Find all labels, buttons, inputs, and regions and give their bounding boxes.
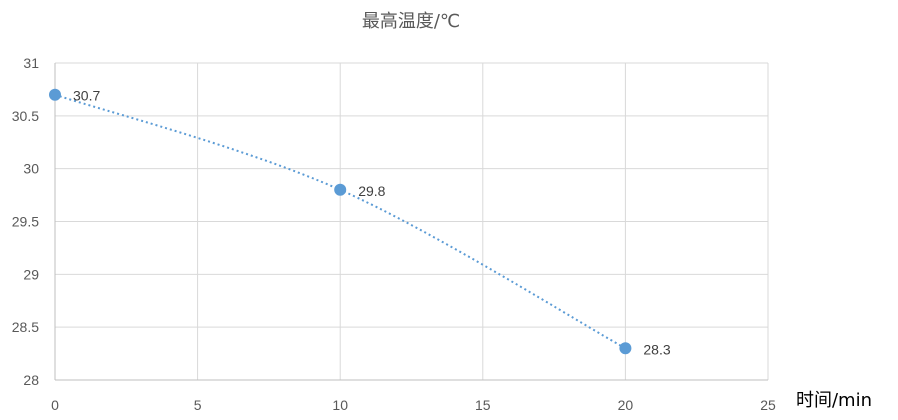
x-tick-labels: 0 5 10 15 20 25 [51, 397, 776, 413]
data-point [619, 342, 632, 355]
axes [54, 63, 768, 381]
y-tick-label: 30 [23, 161, 39, 177]
y-tick-labels: 28 28.5 29 29.5 30 30.5 31 [12, 55, 39, 388]
y-tick-label: 31 [23, 55, 39, 71]
x-axis-label: 时间/min [796, 390, 872, 411]
x-tick-label: 0 [51, 397, 59, 413]
gridlines [55, 62, 769, 380]
y-tick-label: 30.5 [12, 108, 39, 124]
data-point [334, 183, 347, 196]
series-layer: 30.7 29.8 28.3 [49, 88, 671, 357]
data-label: 28.3 [643, 341, 670, 357]
x-tick-label: 5 [194, 397, 202, 413]
x-tick-label: 10 [332, 397, 348, 413]
x-tick-label: 20 [618, 397, 634, 413]
x-tick-label: 25 [760, 397, 776, 413]
data-label: 29.8 [358, 183, 385, 199]
y-tick-label: 29.5 [12, 214, 39, 230]
data-label: 30.7 [73, 88, 100, 104]
data-point [49, 88, 61, 101]
y-tick-label: 28.5 [12, 319, 39, 335]
x-tick-label: 15 [475, 397, 491, 413]
y-tick-label: 29 [23, 266, 39, 282]
chart-title: 最高温度/℃ [362, 11, 460, 32]
y-tick-label: 28 [23, 372, 39, 388]
